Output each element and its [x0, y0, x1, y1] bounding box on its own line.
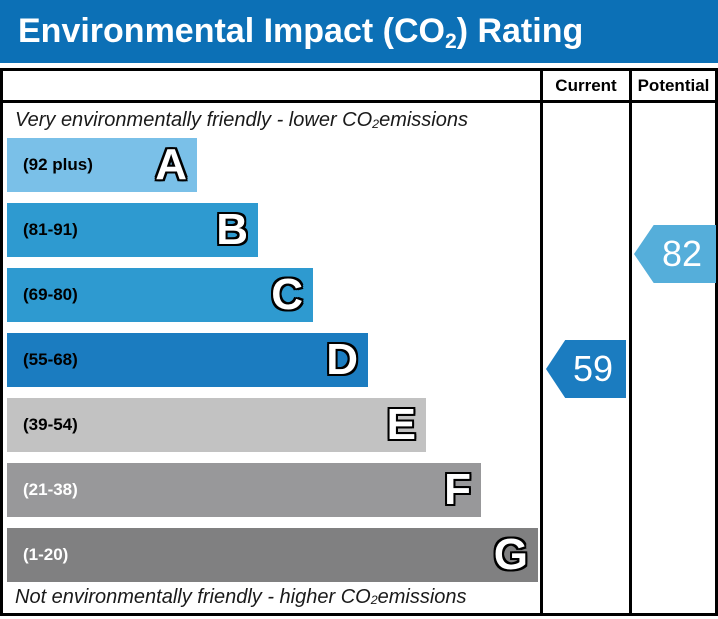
bottom-note-post: emissions — [377, 585, 467, 608]
band-range-label: (39-54) — [23, 415, 78, 434]
band-letter: D — [326, 335, 358, 384]
band-row-b: (81-91) B — [7, 203, 258, 257]
band-letter: G — [493, 530, 528, 579]
header-spacer-cell — [3, 71, 540, 103]
bottom-note: Not environmentally friendly - higher CO… — [3, 582, 540, 612]
band-range-label: (55-68) — [23, 350, 78, 369]
band-range-label: (69-80) — [23, 285, 78, 304]
band-row-a: (92 plus) A — [7, 138, 197, 192]
top-note: Very environmentally friendly - lower CO… — [3, 103, 540, 138]
band-row-g: (1-20) G — [7, 528, 538, 582]
band-row-e: (39-54) E — [7, 398, 426, 452]
band-range-label: (81-91) — [23, 220, 78, 239]
band-letter: A — [155, 140, 187, 189]
band-range-label: (92 plus) — [23, 155, 93, 174]
page-title-post: ) Rating — [456, 12, 584, 50]
top-note-subscript: 2 — [372, 116, 380, 131]
page-title: Environmental Impact (CO2) Rating — [18, 12, 584, 53]
band-range-label: (1-20) — [23, 545, 69, 564]
band-row-c: (69-80) C — [7, 268, 313, 322]
page-title-subscript: 2 — [444, 29, 457, 53]
current-rating-value: 59 — [572, 348, 614, 389]
band-letter: E — [386, 400, 416, 449]
band-row-d: (55-68) D — [7, 333, 368, 387]
rating-table: Current Potential Very environmentally f… — [0, 68, 718, 616]
potential-column: 82 — [629, 103, 716, 613]
potential-rating-value: 82 — [661, 233, 703, 274]
band-chart-area: Very environmentally friendly - lower CO… — [3, 103, 540, 613]
title-bar: Environmental Impact (CO2) Rating — [0, 0, 718, 63]
top-note-post: emissions — [379, 109, 468, 131]
current-rating-arrow: 59 — [546, 340, 626, 398]
band-list: (92 plus) A (81-91) B (69-80) C (55-68) … — [7, 138, 540, 582]
bottom-note-pre: Not environmentally friendly - higher CO — [15, 585, 371, 608]
band-letter: B — [216, 205, 248, 254]
potential-rating-arrow: 82 — [634, 225, 716, 283]
band-range-label: (21-38) — [23, 480, 78, 499]
band-letter: C — [271, 270, 303, 319]
top-note-pre: Very environmentally friendly - lower CO — [15, 109, 373, 131]
page-title-pre: Environmental Impact (CO — [18, 12, 445, 50]
band-letter: F — [444, 465, 471, 514]
band-row-f: (21-38) F — [7, 463, 481, 517]
current-column: 59 — [540, 103, 629, 613]
header-current-label: Current — [540, 71, 629, 103]
bottom-note-subscript: 2 — [370, 593, 378, 608]
header-potential-label: Potential — [629, 71, 715, 103]
